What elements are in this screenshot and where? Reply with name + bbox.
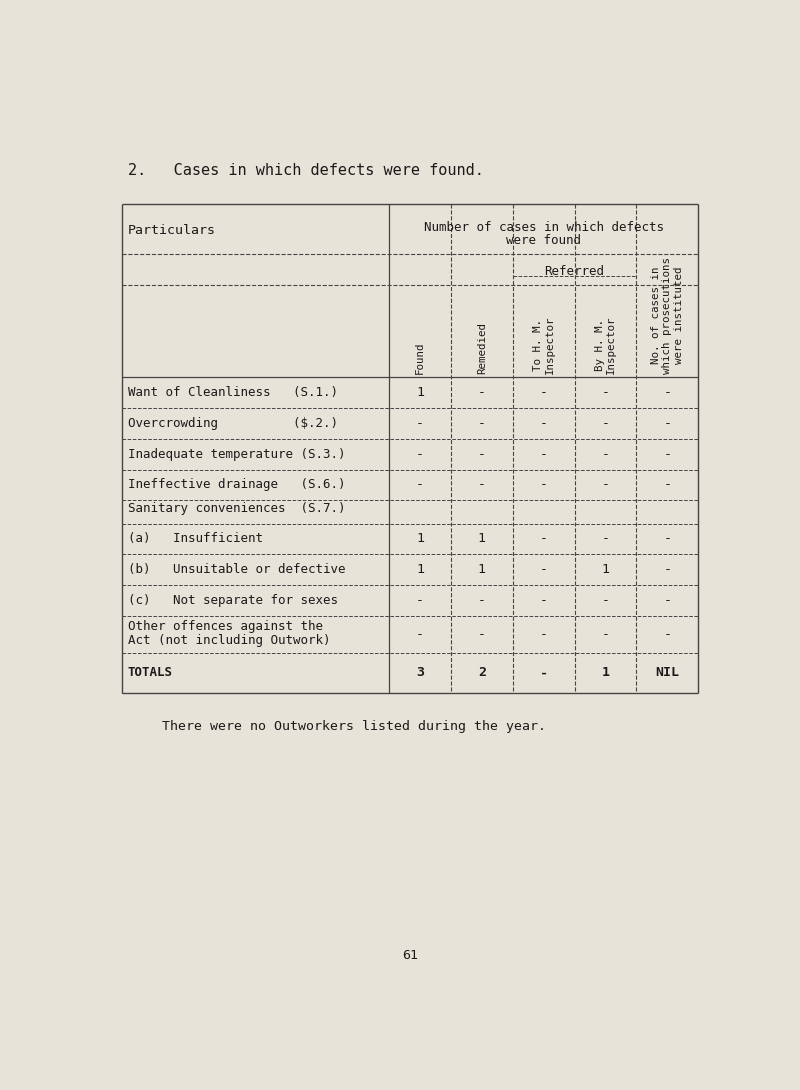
Text: -: - bbox=[663, 416, 671, 429]
Text: -: - bbox=[540, 448, 548, 461]
Text: -: - bbox=[478, 416, 486, 429]
Text: -: - bbox=[416, 479, 424, 492]
Text: -: - bbox=[416, 448, 424, 461]
Text: -: - bbox=[416, 594, 424, 607]
Text: -: - bbox=[540, 666, 548, 679]
Text: -: - bbox=[540, 594, 548, 607]
Text: Overcrowding          ($.2.): Overcrowding ($.2.) bbox=[128, 416, 338, 429]
Text: -: - bbox=[540, 564, 548, 577]
Text: -: - bbox=[478, 448, 486, 461]
Text: -: - bbox=[602, 416, 610, 429]
Text: -: - bbox=[663, 479, 671, 492]
Text: Other offences against the: Other offences against the bbox=[128, 620, 323, 633]
Text: -: - bbox=[540, 386, 548, 399]
Text: -: - bbox=[478, 594, 486, 607]
Text: 61: 61 bbox=[402, 948, 418, 961]
Text: -: - bbox=[602, 532, 610, 545]
Text: -: - bbox=[540, 479, 548, 492]
Text: -: - bbox=[663, 448, 671, 461]
Text: 2: 2 bbox=[478, 666, 486, 679]
Text: were found: were found bbox=[506, 233, 581, 246]
Text: -: - bbox=[540, 628, 548, 641]
Text: -: - bbox=[663, 628, 671, 641]
Text: -: - bbox=[602, 386, 610, 399]
Text: -: - bbox=[663, 594, 671, 607]
Text: 1: 1 bbox=[478, 532, 486, 545]
Text: -: - bbox=[663, 532, 671, 545]
Text: (b)   Unsuitable or defective: (b) Unsuitable or defective bbox=[128, 564, 346, 577]
Text: Found: Found bbox=[415, 341, 425, 374]
Text: Particulars: Particulars bbox=[128, 225, 216, 238]
Text: (a)   Insufficient: (a) Insufficient bbox=[128, 532, 263, 545]
Text: -: - bbox=[478, 386, 486, 399]
Text: Ineffective drainage   (S.6.): Ineffective drainage (S.6.) bbox=[128, 479, 346, 492]
Text: TOTALS: TOTALS bbox=[128, 666, 173, 679]
Text: -: - bbox=[602, 448, 610, 461]
Text: 1: 1 bbox=[416, 532, 424, 545]
Text: -: - bbox=[416, 416, 424, 429]
Text: -: - bbox=[478, 479, 486, 492]
Text: Sanitary conveniences  (S.7.): Sanitary conveniences (S.7.) bbox=[128, 501, 346, 514]
Text: -: - bbox=[602, 594, 610, 607]
Text: -: - bbox=[663, 386, 671, 399]
Text: (c)   Not separate for sexes: (c) Not separate for sexes bbox=[128, 594, 338, 607]
Text: -: - bbox=[602, 628, 610, 641]
Text: Inadequate temperature (S.3.): Inadequate temperature (S.3.) bbox=[128, 448, 346, 461]
Text: 1: 1 bbox=[416, 386, 424, 399]
Text: 1: 1 bbox=[478, 564, 486, 577]
Text: Referred: Referred bbox=[545, 265, 605, 278]
Text: There were no Outworkers listed during the year.: There were no Outworkers listed during t… bbox=[162, 719, 546, 732]
Text: 1: 1 bbox=[602, 564, 610, 577]
Text: No. of cases in
which prosecutions
were instituted: No. of cases in which prosecutions were … bbox=[650, 257, 684, 374]
Text: 2.   Cases in which defects were found.: 2. Cases in which defects were found. bbox=[128, 164, 484, 178]
Text: Number of cases in which defects: Number of cases in which defects bbox=[424, 221, 664, 234]
Text: 3: 3 bbox=[416, 666, 424, 679]
Text: -: - bbox=[416, 628, 424, 641]
Text: Remedied: Remedied bbox=[477, 323, 487, 374]
Text: Want of Cleanliness   (S.1.): Want of Cleanliness (S.1.) bbox=[128, 386, 338, 399]
Text: -: - bbox=[602, 479, 610, 492]
Text: NIL: NIL bbox=[655, 666, 679, 679]
Text: 1: 1 bbox=[416, 564, 424, 577]
Text: By H. M.
Inspector: By H. M. Inspector bbox=[594, 316, 616, 374]
Text: -: - bbox=[663, 564, 671, 577]
Text: Act (not including Outwork): Act (not including Outwork) bbox=[128, 634, 330, 647]
Text: -: - bbox=[540, 416, 548, 429]
Text: 1: 1 bbox=[602, 666, 610, 679]
Text: -: - bbox=[540, 532, 548, 545]
Text: To H. M.
Inspector: To H. M. Inspector bbox=[533, 316, 554, 374]
Text: -: - bbox=[478, 628, 486, 641]
